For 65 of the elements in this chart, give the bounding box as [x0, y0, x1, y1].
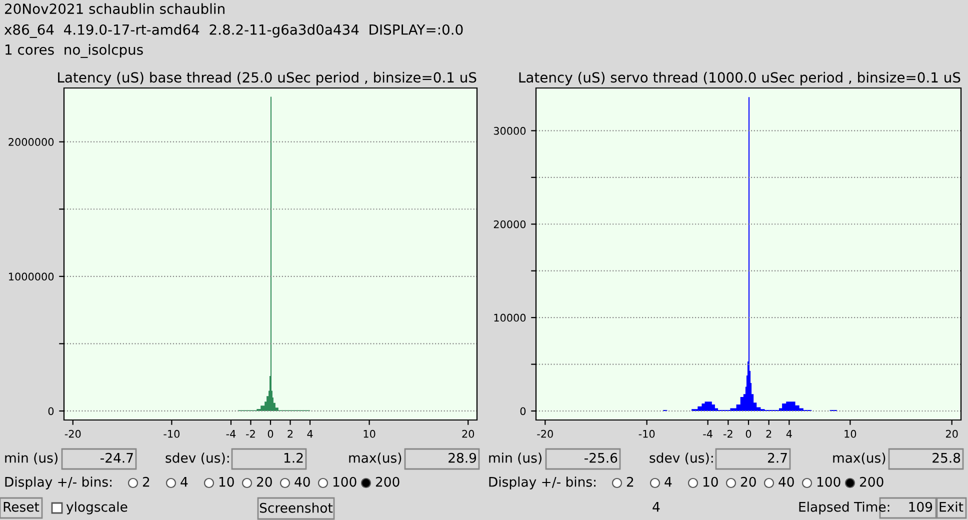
- text: 200: [860, 476, 884, 487]
- text: 2: [142, 476, 150, 487]
- text: sdev (us):: [166, 452, 229, 464]
- text: 2: [626, 476, 634, 487]
- text: min (us): [489, 452, 542, 464]
- y-tick-label: 20000: [494, 220, 526, 228]
- text: 10: [703, 476, 718, 487]
- text: 1 cores no_isolcpus: [6, 44, 143, 58]
- text: 200: [376, 476, 400, 487]
- x-tick-label: -4: [226, 430, 236, 438]
- x-tick-label: -2: [246, 430, 255, 438]
- x-tick-label: 10: [364, 430, 376, 438]
- y-tick-label: 0: [520, 407, 526, 416]
- y-tick-label: 2000000: [8, 138, 54, 146]
- x-tick-label: 20: [946, 430, 958, 438]
- text: -24.7: [100, 452, 133, 463]
- x-tick-label: 2: [766, 430, 772, 438]
- text: 20Nov2021 schaublin schaublin: [5, 3, 224, 14]
- x-tick-label: 0: [746, 430, 752, 438]
- x-tick-label: 0: [268, 430, 274, 438]
- x-tick-label: 4: [786, 430, 792, 438]
- text: sdev (us):: [650, 452, 713, 464]
- text: Elapsed Time:: [799, 502, 890, 514]
- x-tick-label: -20: [64, 430, 81, 438]
- chart-title: Latency (uS) servo thread (1000.0 uSec period , binsize=0.1 uS: [519, 72, 960, 86]
- text: 20: [740, 476, 756, 487]
- text: Display +/- bins:: [5, 476, 112, 490]
- x-tick-label: 2: [288, 430, 293, 438]
- x-tick-label: 20: [462, 430, 474, 438]
- text: 25.8: [932, 452, 960, 463]
- text: 40: [294, 476, 310, 487]
- text: 20: [256, 476, 272, 487]
- text: Screenshot: [260, 502, 333, 513]
- text: Exit: [940, 502, 964, 512]
- y-tick-label: 10000: [494, 314, 526, 322]
- x-tick-label: 10: [844, 430, 856, 438]
- text: max(us): [833, 452, 886, 464]
- text: 10: [219, 476, 234, 487]
- x-tick-label: -4: [703, 430, 712, 438]
- text: 2.7: [768, 452, 787, 463]
- y-tick-label: 0: [48, 407, 54, 416]
- text: -25.6: [584, 452, 618, 463]
- text: 4: [664, 477, 672, 487]
- y-tick-label: 30000: [494, 126, 526, 135]
- text: 4: [652, 502, 660, 512]
- text: min (us): [5, 452, 58, 464]
- x-tick-label: -2: [723, 430, 732, 438]
- text: x86_64 4.19.0-17-rt-amd64 2.8.2-11-g6a3d0a434 DISPLAY=:0.0: [4, 24, 463, 38]
- text: 100: [333, 476, 356, 487]
- text: ylogscale: [66, 502, 128, 514]
- x-tick-label: -10: [638, 430, 655, 438]
- text: Reset: [4, 502, 40, 512]
- text: 109: [909, 502, 932, 512]
- x-tick-label: -20: [537, 430, 553, 438]
- y-tick-label: 1000000: [9, 272, 54, 281]
- chart-title: Latency (uS) base thread (25.0 uSec period , binsize=0.1 uS: [58, 72, 476, 86]
- text: 28.9: [448, 452, 476, 463]
- x-tick-label: 4: [307, 430, 313, 438]
- text: max(us): [349, 452, 402, 464]
- text: 40: [778, 476, 794, 487]
- text: 4: [180, 477, 188, 487]
- text: Display +/- bins:: [489, 476, 596, 490]
- text: 1.2: [284, 452, 303, 463]
- x-tick-label: -10: [164, 430, 180, 438]
- text: 100: [817, 476, 840, 487]
